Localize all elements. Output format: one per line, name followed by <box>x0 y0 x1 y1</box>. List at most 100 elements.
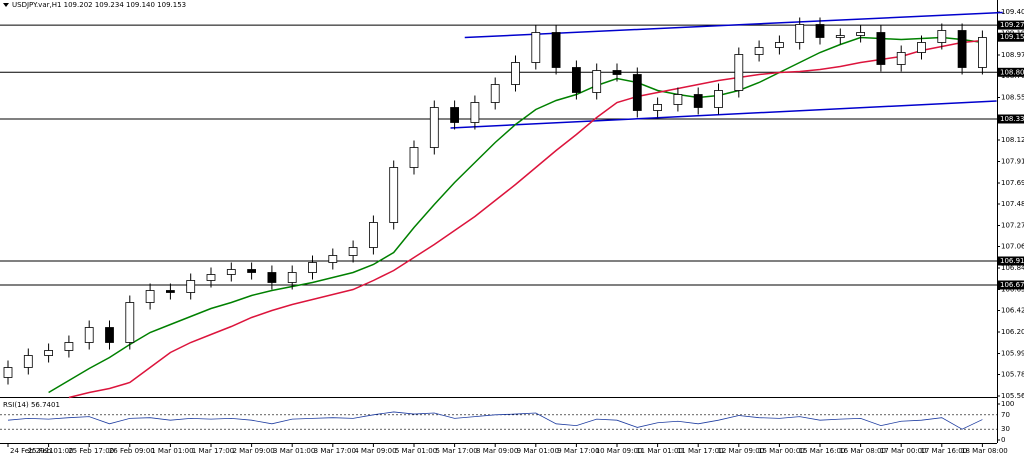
candle-body <box>714 90 723 108</box>
candle-body <box>409 147 419 168</box>
price-label-box <box>998 32 1024 42</box>
x-tick-label: 25 Feb 17:00 <box>68 447 114 455</box>
x-tick-label: 26 Feb 09:00 <box>109 447 155 455</box>
x-tick-label: 1 Mar 17:00 <box>192 447 234 455</box>
x-tick-label: 15 Mar 16:00 <box>799 447 846 455</box>
x-tick-label: 5 Mar 17:00 <box>435 447 477 455</box>
candle-body <box>653 104 662 111</box>
y-tick-label: 105.990 <box>1001 350 1024 358</box>
candle-body <box>145 290 155 303</box>
level-label: 106.675 <box>1000 281 1024 289</box>
x-tick-label: 25 Feb 01:00 <box>28 447 74 455</box>
candle-body <box>957 30 967 68</box>
candle-body <box>673 94 683 105</box>
candle-body <box>531 32 541 63</box>
y-tick-label: 105.565 <box>1001 392 1024 400</box>
candle-body <box>511 62 520 85</box>
y-tick-label: 109.405 <box>1001 8 1024 16</box>
candle-body <box>592 70 602 93</box>
candle-body <box>44 350 53 356</box>
candle-body <box>23 355 33 368</box>
x-tick-label: 1 Mar 01:00 <box>151 447 193 455</box>
x-tick-label: 2 Mar 09:00 <box>232 447 274 455</box>
candle-body <box>815 24 825 38</box>
level-label: 106.915 <box>1000 257 1024 265</box>
x-tick-label: 15 Mar 00:00 <box>758 447 805 455</box>
y-tick-label: 106.845 <box>1001 264 1024 272</box>
candle-body <box>368 222 378 248</box>
y-tick-label: 106.420 <box>1001 307 1024 315</box>
level-label: 108.335 <box>1000 115 1024 123</box>
candle-body <box>186 280 196 293</box>
candle-body <box>470 102 480 123</box>
rsi-tick-label: 30 <box>1001 425 1010 433</box>
candle-body <box>64 342 74 351</box>
x-tick-label: 11 Mar 01:00 <box>636 447 683 455</box>
candle-body <box>978 37 987 68</box>
x-tick-label: 9 Mar 17:00 <box>557 447 599 455</box>
rsi-line <box>7 411 983 430</box>
candle-body <box>734 54 744 91</box>
y-tick-label: 108.975 <box>1001 51 1024 59</box>
candle-body <box>308 262 317 273</box>
candle-body <box>937 30 947 43</box>
y-tick-label: 108.550 <box>1001 94 1024 102</box>
candle-body <box>287 272 297 283</box>
candle-body <box>267 272 277 283</box>
candle-body <box>247 269 257 273</box>
trendline <box>450 100 997 129</box>
candle-body <box>551 32 561 68</box>
y-tick-label: 107.485 <box>1001 200 1024 208</box>
x-tick-label: 8 Mar 09:00 <box>476 447 518 455</box>
level-label-box <box>998 67 1024 77</box>
x-tick-label: 4 Mar 09:00 <box>354 447 396 455</box>
y-tick-label: 107.060 <box>1001 243 1024 251</box>
candle-body <box>876 32 886 65</box>
candle-body <box>896 52 906 65</box>
y-tick-label: 107.910 <box>1001 158 1024 166</box>
candle-body <box>490 84 500 103</box>
candle-body <box>206 274 216 281</box>
x-tick-label: 17 Mar 00:00 <box>880 447 927 455</box>
x-tick-label: 18 Mar 08:00 <box>961 447 1008 455</box>
rsi-tick-label: 100 <box>1001 400 1014 408</box>
candle-body <box>835 35 845 38</box>
candle-body <box>125 302 135 343</box>
y-tick-label: 105.780 <box>1001 371 1024 379</box>
rsi-tick-label: 70 <box>1001 411 1010 419</box>
candle-body <box>450 107 460 123</box>
level-label-box <box>998 20 1024 30</box>
candle-body <box>328 255 338 263</box>
candle-body <box>693 94 703 108</box>
moving-average <box>68 39 983 399</box>
y-tick-label: 108.125 <box>1001 136 1024 144</box>
candle-body <box>754 47 764 55</box>
x-tick-label: 12 Mar 09:00 <box>717 447 764 455</box>
chart-title: USDJPY.var,H1 109.202 109.234 109.140 10… <box>12 1 186 9</box>
x-tick-label: 16 Mar 08:00 <box>839 447 886 455</box>
x-tick-label: 5 Mar 01:00 <box>395 447 437 455</box>
moving-average <box>48 36 983 394</box>
candle-body <box>429 107 439 148</box>
candle-body <box>389 167 399 223</box>
level-label-box <box>998 256 1024 266</box>
candle-body <box>226 269 236 275</box>
candle-body <box>856 32 865 36</box>
y-tick-label: 106.205 <box>1001 328 1024 336</box>
x-tick-label: 9 Mar 01:00 <box>517 447 559 455</box>
candle-body <box>612 70 622 75</box>
level-label-box <box>998 280 1024 290</box>
candle-body <box>348 247 358 256</box>
x-tick-label: 10 Mar 09:00 <box>596 447 643 455</box>
rsi-title: RSI(14) 56.7401 <box>3 401 60 409</box>
candle-body <box>632 74 642 111</box>
level-label-box <box>998 114 1024 124</box>
menu-arrow[interactable] <box>3 3 9 7</box>
x-tick-label: 24 Feb 2021 <box>10 447 54 455</box>
candle-body <box>775 42 784 48</box>
x-tick-label: 17 Mar 16:00 <box>920 447 967 455</box>
candle-body <box>572 67 581 93</box>
candle-body <box>917 42 926 53</box>
x-tick-label: 11 Mar 17:00 <box>677 447 724 455</box>
